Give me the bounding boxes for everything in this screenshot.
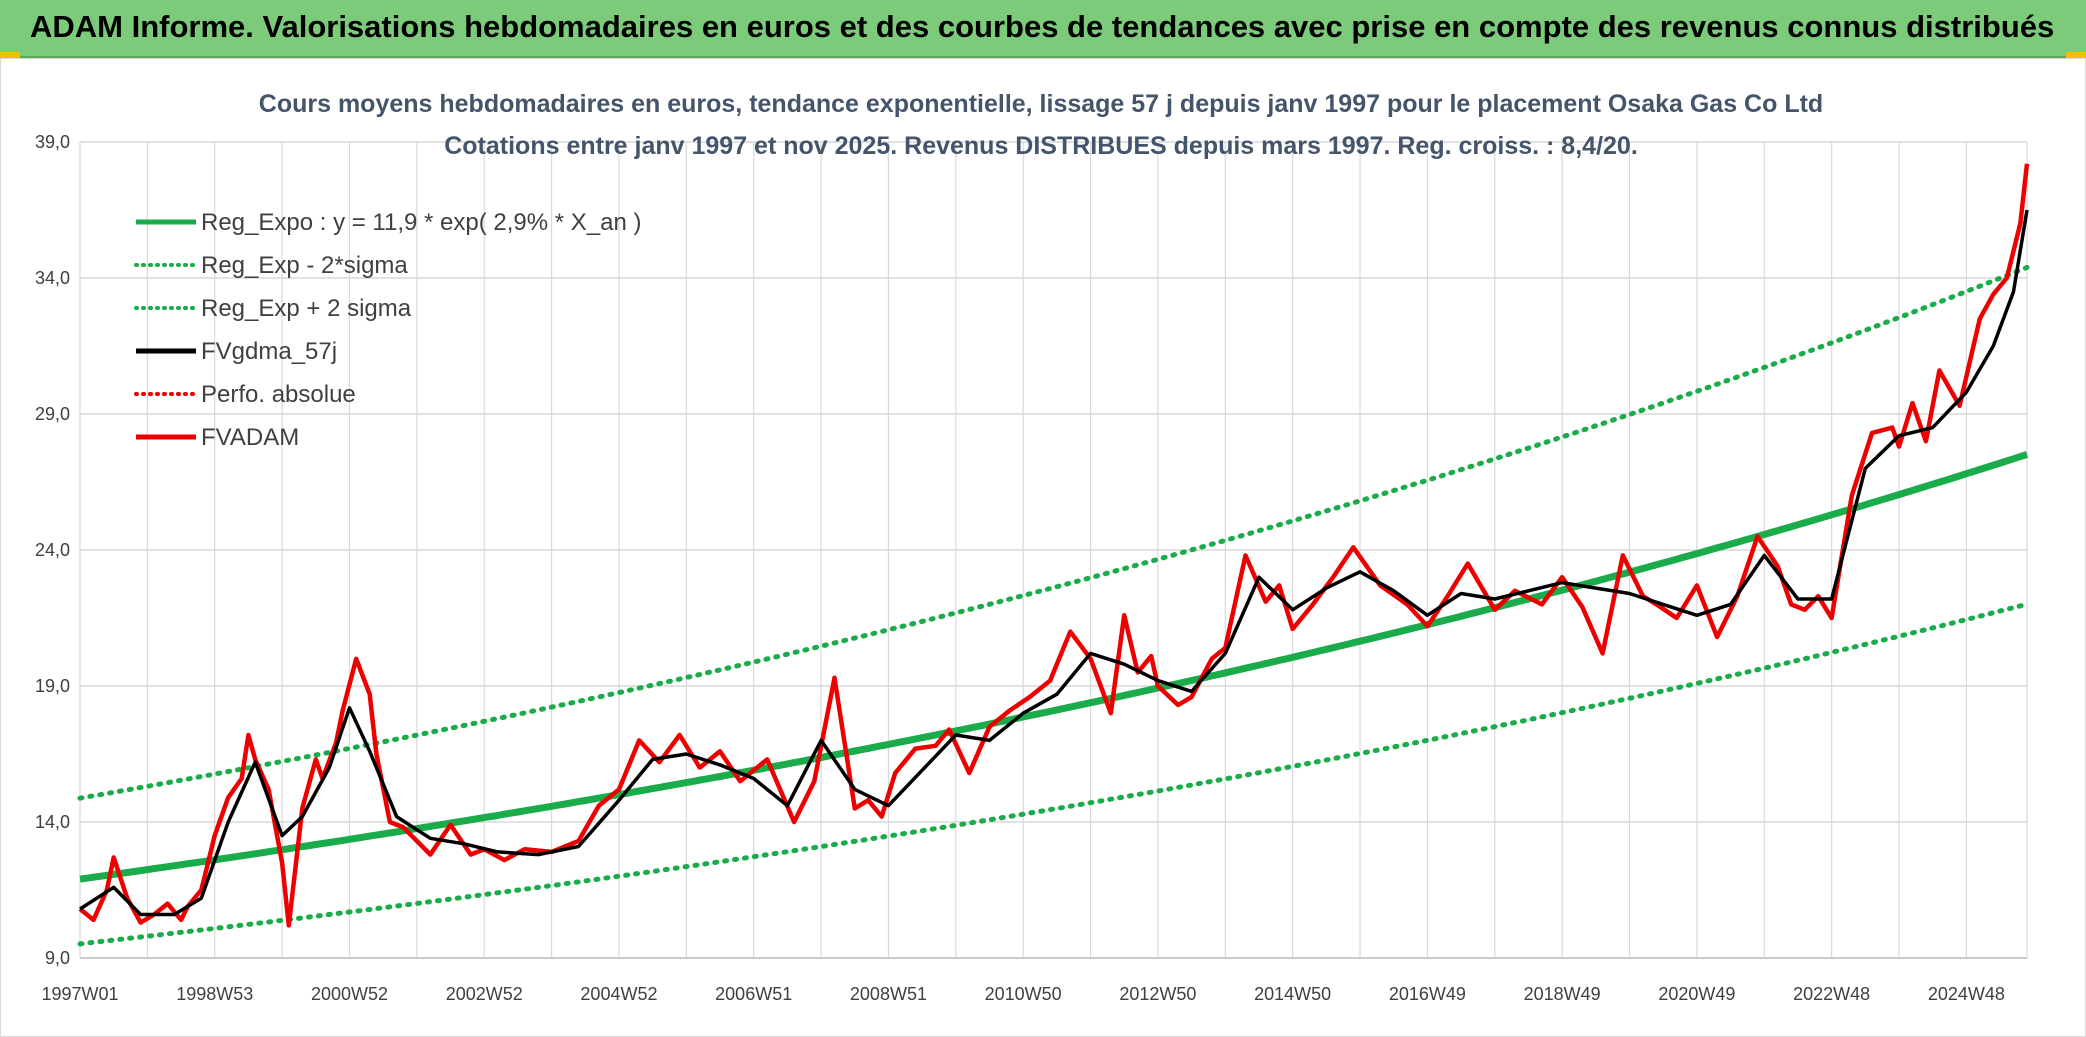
page-title: ADAM Informe. Valorisations hebdomadaire… (30, 9, 2055, 44)
x-tick-label: 2012W50 (1119, 984, 1196, 1004)
x-tick-label: 2006W51 (715, 984, 792, 1004)
x-tick-label: 1998W53 (176, 984, 253, 1004)
y-tick-label: 9,0 (45, 948, 70, 968)
x-tick-label: 2004W52 (580, 984, 657, 1004)
chart-title-line-1: Cours moyens hebdomadaires en euros, ten… (259, 90, 1823, 118)
legend-label: Reg_Exp + 2 sigma (201, 295, 412, 322)
x-tick-label: 2010W50 (985, 984, 1062, 1004)
series-fvgdma-57j (79, 209, 2029, 917)
x-tick-label: 2018W49 (1524, 984, 1601, 1004)
x-tick-label: 2000W52 (311, 984, 388, 1004)
x-axis-ticks: 1997W01 1998W53 2000W52 2002W52 2004W52 2006W… (41, 984, 2004, 1004)
x-tick-label: 1997W01 (41, 984, 118, 1004)
x-tick-label: 2016W49 (1389, 984, 1466, 1004)
x-tick-label: 2020W49 (1658, 984, 1735, 1004)
legend-label: FVADAM (201, 424, 299, 451)
x-tick-label: 2022W48 (1793, 984, 1870, 1004)
x-tick-label: 2008W51 (850, 984, 927, 1004)
grid-lines (79, 141, 2028, 959)
series-reg-exp-plus-2sigma (77, 264, 2030, 801)
y-tick-label: 39,0 (35, 132, 70, 152)
chart-title-line-2: Cotations entre janv 1997 et nov 2025. R… (444, 132, 1638, 160)
y-tick-label: 29,0 (35, 404, 70, 424)
x-tick-label: 2014W50 (1254, 984, 1331, 1004)
x-tick-label: 2024W48 (1928, 984, 2005, 1004)
legend: Reg_Expo : y = 11,9 * exp( 2,9% * X_an )… (134, 209, 641, 451)
x-tick-label: 2002W52 (446, 984, 523, 1004)
header-banner: ADAM Informe. Valorisations hebdomadaire… (0, 0, 2086, 58)
y-tick-label: 14,0 (35, 812, 70, 832)
corner-mark-left (0, 52, 20, 59)
y-tick-label: 19,0 (35, 676, 70, 696)
legend-label: Perfo. absolue (201, 381, 356, 408)
series-layer (77, 163, 2030, 947)
legend-label: Reg_Expo : y = 11,9 * exp( 2,9% * X_an ) (201, 209, 641, 236)
legend-label: FVgdma_57j (201, 338, 337, 365)
series-fvadam (78, 163, 2030, 928)
y-tick-label: 24,0 (35, 540, 70, 560)
y-axis-ticks: 9,0 14,0 19,0 24,0 29,0 34,0 39,0 (35, 132, 70, 968)
legend-label: Reg_Exp - 2*sigma (201, 252, 408, 279)
series-reg-exp-minus-2sigma (77, 601, 2030, 947)
corner-mark-right (2066, 52, 2086, 59)
y-tick-label: 34,0 (35, 268, 70, 288)
